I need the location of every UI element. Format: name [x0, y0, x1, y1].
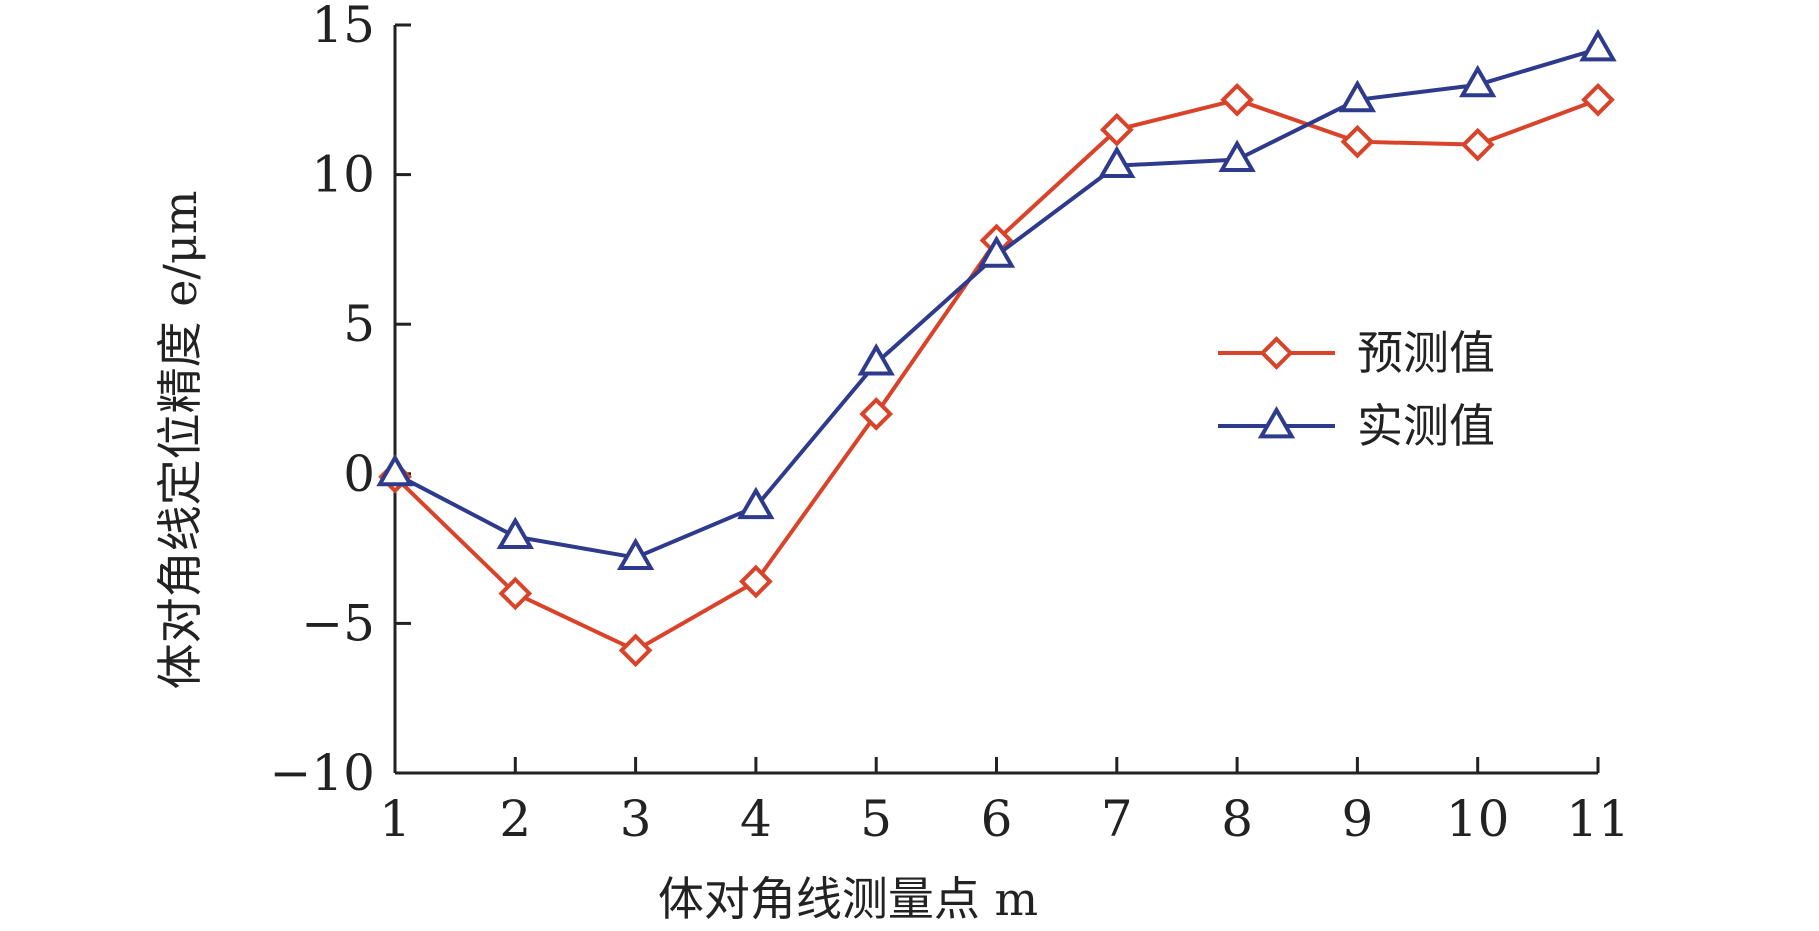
- x-tick-label: 9: [1341, 790, 1373, 848]
- diamond-marker: [498, 576, 533, 611]
- y-tick-label: 5: [343, 295, 375, 353]
- diamond-marker: [739, 564, 773, 599]
- x-tick-label: 2: [499, 790, 531, 848]
- legend-label: 实测值: [1357, 399, 1495, 453]
- legend-item: 实测值: [1218, 399, 1495, 453]
- x-tick-label: 10: [1446, 790, 1510, 848]
- triangle-marker: [977, 235, 1016, 268]
- triangle-marker: [376, 453, 414, 487]
- diamond-marker: [859, 397, 894, 431]
- x-tick-label: 1: [379, 790, 411, 848]
- triangle-marker: [1257, 405, 1296, 439]
- triangle-marker: [496, 516, 534, 550]
- series-layer: [376, 28, 1617, 668]
- x-tick-label: 7: [1101, 790, 1133, 848]
- triangle-marker: [737, 486, 775, 520]
- y-tick-label: 0: [343, 445, 375, 503]
- x-tick-label: 3: [620, 790, 652, 848]
- diamond-marker: [1259, 336, 1294, 370]
- triangle-marker: [616, 537, 655, 570]
- x-tick-label: 4: [740, 790, 772, 848]
- triangle-marker: [857, 343, 895, 376]
- diamond-marker: [1220, 82, 1254, 117]
- x-tick-label: 11: [1566, 790, 1630, 848]
- triangle-marker: [1459, 64, 1497, 98]
- y-tick-label: 10: [311, 146, 375, 204]
- y-tick-label: −5: [301, 594, 375, 652]
- x-tick-label: 5: [860, 790, 892, 848]
- x-ticks: 1 2 3 4 5 6 7 8 9 10 11: [379, 757, 1630, 848]
- diamond-marker: [1340, 124, 1375, 159]
- legend-item: 预测值: [1218, 326, 1495, 380]
- y-tick-label: 15: [311, 0, 375, 54]
- x-tick-label: 8: [1221, 790, 1253, 848]
- triangle-marker: [1579, 28, 1617, 62]
- series-line: [394, 47, 1599, 560]
- diamond-marker: [1460, 127, 1495, 162]
- triangle-marker: [1098, 145, 1136, 179]
- x-axis-title: 体对角线测量点 m: [658, 872, 1038, 926]
- triangle-marker: [1338, 79, 1377, 113]
- diamond-marker: [618, 633, 653, 668]
- x-tick-label: 6: [981, 790, 1013, 848]
- diamond-marker: [1581, 82, 1615, 117]
- y-tick-label: −10: [269, 744, 375, 802]
- triangle-marker: [1218, 139, 1256, 173]
- legend-label: 预测值: [1357, 326, 1495, 380]
- y-axis-title: 体对角线定位精度 e/μm: [153, 191, 207, 690]
- y-ticks: −10 −5 0 5 10 15: [269, 0, 411, 802]
- series-2: [376, 28, 1617, 570]
- diamond-marker: [1099, 112, 1134, 147]
